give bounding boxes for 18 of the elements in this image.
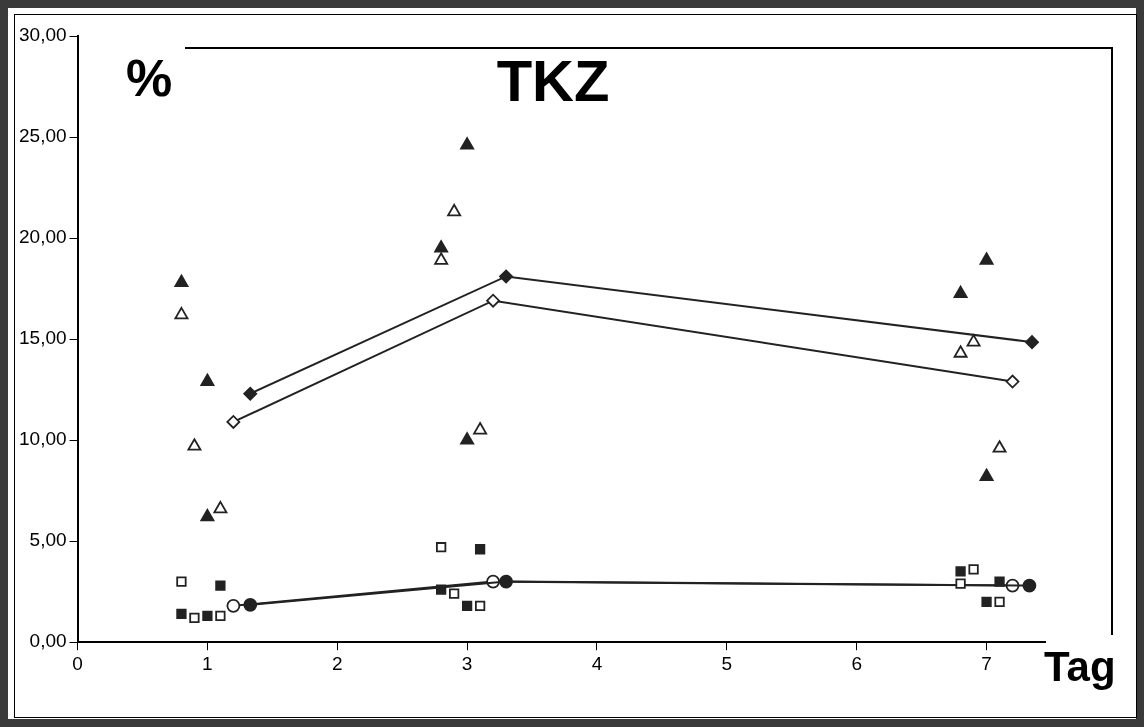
x-tick-label: 4 (591, 652, 603, 674)
y-tick-label: 5,00 (29, 529, 67, 551)
x-tick-label: 5 (721, 652, 733, 674)
y-tick-label: 10,00 (19, 428, 67, 450)
x-tick-label: 3 (461, 652, 473, 674)
x-tick-label: 7 (981, 652, 992, 674)
y-tick-label: 0,00 (29, 630, 67, 652)
x-tick-label: 6 (851, 652, 862, 674)
x-tick-label: 1 (202, 652, 213, 674)
x-tick-label: 0 (72, 652, 83, 674)
y-tick-label: 20,00 (19, 226, 67, 248)
y-tick-label: 25,00 (19, 125, 67, 147)
x-axis-title: Tag (1040, 643, 1120, 690)
chart-title: TKZ (495, 48, 611, 113)
y-tick-label: 15,00 (19, 327, 67, 349)
x-tick-label: 2 (331, 652, 343, 674)
y-tick-label: 30,00 (19, 24, 67, 46)
y-axis-title: % (122, 49, 177, 107)
